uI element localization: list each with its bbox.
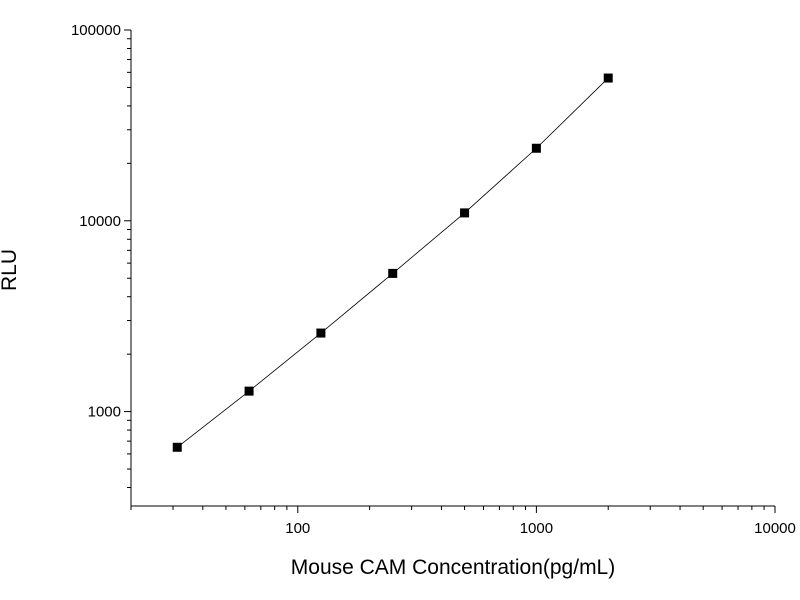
plot-frame bbox=[130, 30, 775, 507]
y-tick-label: 10000 bbox=[79, 213, 121, 230]
series-lines bbox=[177, 77, 609, 448]
data-point bbox=[531, 143, 541, 153]
x-tick-label: 100 bbox=[285, 520, 310, 537]
series-points bbox=[172, 73, 613, 452]
x-axis-title: Mouse CAM Concentration(pg/mL) bbox=[291, 556, 615, 579]
y-axis-ticks bbox=[124, 29, 131, 489]
series-line bbox=[177, 77, 609, 448]
data-point bbox=[316, 328, 326, 338]
data-point bbox=[172, 442, 182, 452]
y-axis-title: RLU bbox=[0, 249, 21, 291]
x-tick-label: 10000 bbox=[754, 520, 796, 537]
y-tick-label: 100000 bbox=[71, 22, 121, 39]
data-point bbox=[460, 208, 470, 218]
x-axis-tick-labels: 100 1000 10000 bbox=[285, 520, 796, 537]
y-tick-label: 1000 bbox=[88, 404, 121, 421]
data-point bbox=[244, 386, 254, 396]
x-axis-ticks bbox=[130, 506, 776, 513]
data-point bbox=[388, 268, 398, 278]
y-axis-tick-labels: 1000 10000 100000 bbox=[71, 22, 121, 421]
data-point bbox=[603, 73, 613, 83]
x-tick-label: 1000 bbox=[520, 520, 553, 537]
